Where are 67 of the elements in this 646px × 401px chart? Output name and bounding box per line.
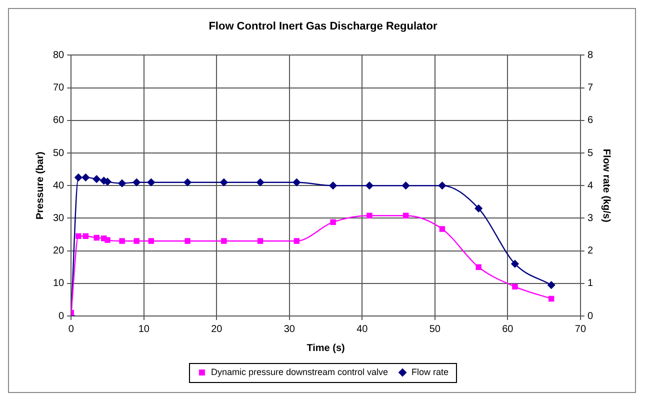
point [118,180,126,188]
point [511,260,519,268]
point [104,237,110,243]
y2-tick-label: 4 [587,180,594,192]
y2-tick-label: 3 [587,212,594,224]
y2-tick-label: 1 [587,278,594,290]
point [512,284,518,290]
y2-tick-label: 8 [587,50,594,61]
x-axis-title: Time (s) [306,342,345,354]
point [148,238,154,244]
point [134,238,140,244]
point [74,174,82,182]
point [82,233,89,239]
x-tick-label: 30 [284,324,296,335]
point [548,296,554,302]
point [147,178,155,186]
point [366,182,374,190]
point [76,233,82,239]
x-tick-label: 20 [211,324,223,335]
point [92,175,100,183]
y-tick-label: 20 [53,246,65,257]
y2-tick-label: 0 [587,310,594,322]
point [221,238,227,244]
point [402,212,409,218]
y-tick-label: 10 [53,278,65,290]
point [474,204,482,212]
point [402,182,410,190]
x-tick-label: 70 [574,324,586,335]
point [220,178,228,186]
y-tick-label: 60 [53,115,65,126]
point [366,212,372,218]
point [330,219,336,225]
x-tick-label: 0 [68,324,74,335]
y-tick-label: 80 [53,50,65,61]
point [257,238,264,244]
point [439,226,446,232]
point [119,238,125,244]
point [94,234,100,241]
point [256,178,264,186]
y-tick-label: 30 [53,212,65,224]
x-tick-label: 10 [138,324,150,335]
legend-label: Dynamic pressure downstream control valve [210,366,388,377]
x-tick-label: 50 [429,324,441,335]
point [82,174,90,182]
chart-title: Flow Control Inert Gas Discharge Regulator [208,20,438,33]
point [294,238,300,244]
point [132,178,140,186]
point [184,178,192,186]
point [292,178,300,186]
y-tick-label: 70 [53,82,65,94]
y2-tick-label: 2 [587,246,594,257]
point [548,281,556,289]
y-tick-label: 40 [53,180,65,192]
y-tick-label: 50 [53,148,65,159]
x-tick-label: 60 [502,324,514,335]
point [476,264,482,270]
y2-tick-label: 6 [587,115,594,126]
y-axis-title: Pressure (bar) [34,152,46,220]
y2-tick-label: 5 [587,148,594,159]
y-tick-label: 0 [58,310,65,322]
x-tick-label: 40 [356,324,368,335]
y2-tick-label: 7 [587,82,594,94]
legend-label: Flow rate [412,366,449,377]
y2-axis-title: Flow rate (kg/s) [600,148,612,222]
point [329,182,337,190]
point [438,182,446,190]
point [184,238,190,244]
